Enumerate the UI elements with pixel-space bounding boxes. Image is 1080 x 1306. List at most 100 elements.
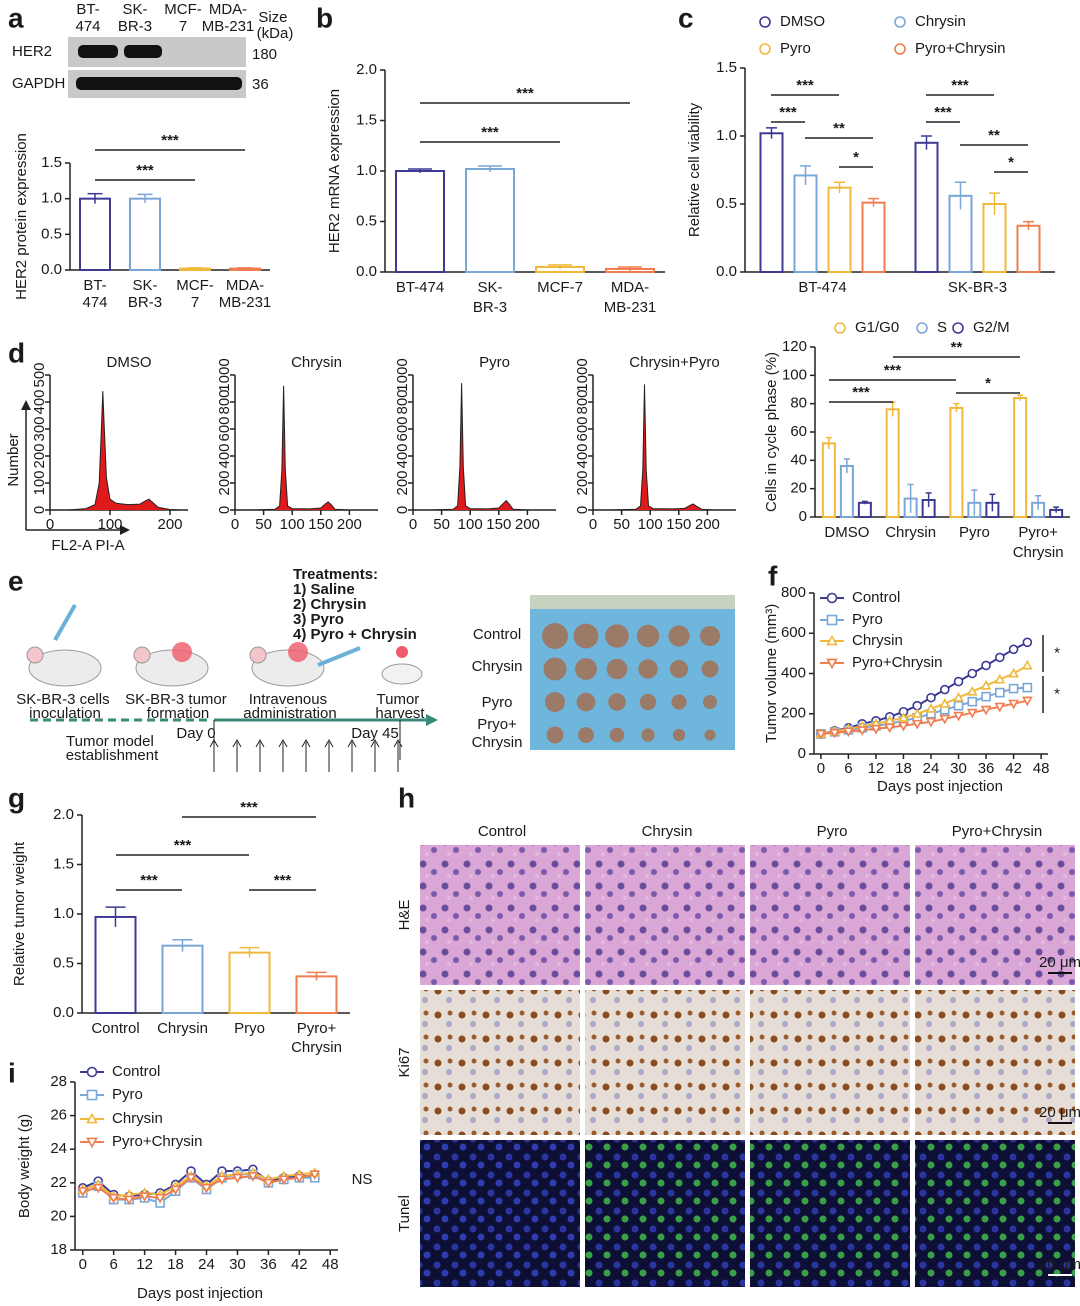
point — [232, 1173, 243, 1184]
histogram-area — [610, 384, 714, 511]
tumor-sample — [609, 727, 625, 743]
legend-marker — [952, 322, 964, 334]
point — [139, 1192, 150, 1202]
line — [82, 1173, 316, 1201]
significance-label: *** — [481, 124, 499, 141]
y-tick-label: 20 — [50, 1207, 67, 1224]
legend-label: Pyro+Chrysin — [112, 1133, 202, 1150]
y-tick-label: 100 — [782, 366, 807, 383]
panel-label: g — [8, 782, 25, 813]
point — [293, 1173, 305, 1184]
panel-label: i — [8, 1057, 16, 1088]
line — [820, 699, 1028, 735]
tumor-sample — [668, 625, 690, 647]
legend-marker — [894, 43, 906, 55]
bar — [129, 197, 161, 272]
x-tick-label: 0 — [79, 1256, 87, 1273]
point — [843, 727, 854, 738]
chart-title: DMSO — [107, 354, 152, 371]
x-tick-label: 48 — [1033, 760, 1050, 777]
y-tick-label: 200 — [574, 470, 591, 495]
y-tick-label: 0 — [798, 745, 806, 762]
legend-label: Chrysin — [852, 632, 903, 649]
point — [925, 703, 937, 713]
blot-lane: BT-474 — [75, 1, 100, 35]
dose-arrow — [301, 738, 311, 772]
point — [1021, 696, 1033, 707]
point — [870, 724, 882, 735]
arrow-head — [21, 400, 31, 410]
arrow-head — [426, 714, 438, 726]
legend-label: Control — [112, 1063, 160, 1080]
x-tick-label: 50 — [433, 516, 450, 533]
tumor-sample — [543, 657, 567, 681]
bar — [1016, 224, 1041, 273]
dose-arrow — [393, 738, 403, 772]
significance-label: * — [1054, 685, 1060, 702]
legend-marker — [916, 322, 928, 334]
treatment: 4) Pyro + Chrysin — [293, 626, 417, 643]
x-tick-label: 30 — [950, 760, 967, 777]
x-tick-label: MDA-MB-231 — [219, 277, 272, 311]
legend-marker — [826, 592, 838, 604]
y-tick-label: 0 — [31, 506, 48, 514]
tumor — [288, 642, 308, 662]
point — [939, 698, 951, 708]
bar — [857, 501, 872, 519]
bar — [949, 406, 964, 518]
legend-label: G2/M — [973, 319, 1010, 336]
significance-label: ** — [833, 120, 845, 137]
y-axis-label: Cells in cycle phase (%) — [763, 352, 780, 512]
y-tick-label: 600 — [781, 624, 806, 641]
histogram-area — [67, 391, 183, 511]
legend-marker — [86, 1137, 98, 1149]
legend-marker — [759, 43, 771, 55]
histology-row: H&E — [396, 900, 413, 931]
tumor-sample — [578, 727, 594, 743]
tumor-sample — [700, 626, 720, 646]
x-tick-label: 42 — [1005, 760, 1022, 777]
x-tick-label: 200 — [337, 516, 362, 533]
tumor-sample — [606, 658, 628, 680]
point — [898, 712, 909, 722]
x-tick-label: 24 — [198, 1256, 215, 1273]
point — [154, 1193, 166, 1204]
significance-label: *** — [240, 799, 258, 816]
mouse-ear — [249, 646, 267, 664]
point — [995, 652, 1005, 663]
x-tick-label: SK-BR-3 — [473, 279, 507, 316]
y-tick-label: 1.5 — [716, 59, 737, 76]
y-axis-label: Tumor volume (mm³) — [763, 604, 780, 743]
x-tick-label: 24 — [923, 760, 940, 777]
significance-label: * — [853, 149, 859, 166]
legend-marker — [834, 322, 846, 334]
y-tick-label: 1.0 — [41, 190, 62, 207]
tumor-sample — [608, 693, 626, 711]
tumor-sample — [671, 694, 687, 710]
point — [981, 660, 991, 671]
micrograph — [750, 990, 910, 1135]
point — [994, 673, 1006, 684]
x-tick-label: MCF-7 — [537, 279, 583, 296]
chart-title: Chrysin+Pyro — [629, 354, 719, 371]
y-tick-label: 0.5 — [356, 212, 377, 229]
bar — [759, 132, 784, 273]
y-tick-label: 400 — [781, 664, 806, 681]
legend-label: Pyro+Chrysin — [852, 654, 942, 671]
significance-label: *** — [796, 77, 814, 94]
legend-marker — [826, 658, 838, 670]
y-tick-label: 600 — [574, 416, 591, 441]
x-tick-label: Control — [91, 1020, 139, 1037]
y-tick-label: 400 — [394, 443, 411, 468]
blot-band — [78, 45, 118, 58]
bar — [465, 167, 515, 273]
significance-label: *** — [852, 384, 870, 401]
y-tick-label: 800 — [574, 389, 591, 414]
legend-marker — [86, 1089, 98, 1101]
point — [925, 717, 937, 728]
x-tick-label: 200 — [515, 516, 540, 533]
tumor-sample — [576, 692, 596, 712]
point — [884, 723, 896, 734]
arrow-head — [120, 525, 130, 535]
legend-label: S — [937, 319, 947, 336]
